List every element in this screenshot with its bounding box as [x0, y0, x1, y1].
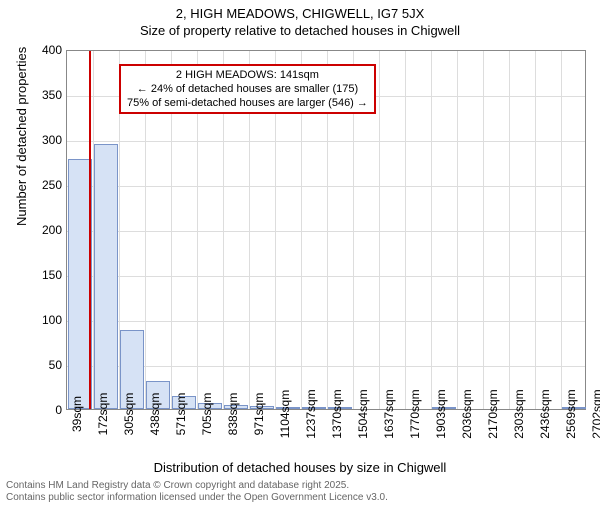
x-tick-label: 1237sqm — [304, 389, 318, 438]
x-tick-label: 39sqm — [70, 396, 84, 432]
x-tick-label: 1770sqm — [408, 389, 422, 438]
footer-text: Contains HM Land Registry data © Crown c… — [6, 480, 388, 504]
y-tick-label: 200 — [32, 223, 62, 237]
x-tick-label: 1370sqm — [330, 389, 344, 438]
annotation-line: 75% of semi-detached houses are larger (… — [127, 96, 368, 110]
y-tick-label: 250 — [32, 178, 62, 192]
x-tick-label: 1104sqm — [278, 390, 292, 438]
annotation-line: 2 HIGH MEADOWS: 141sqm — [127, 68, 368, 82]
x-axis-label: Distribution of detached houses by size … — [0, 460, 600, 475]
x-tick-label: 305sqm — [122, 393, 136, 436]
x-tick-label: 705sqm — [200, 393, 214, 436]
y-tick-label: 350 — [32, 88, 62, 102]
x-tick-label: 2303sqm — [512, 389, 526, 438]
chart-subtitle: Size of property relative to detached ho… — [0, 23, 600, 38]
y-tick-label: 150 — [32, 268, 62, 282]
y-tick-label: 400 — [32, 43, 62, 57]
y-tick-label: 0 — [32, 403, 62, 417]
x-tick-label: 1903sqm — [434, 389, 448, 438]
y-axis-label: Number of detached properties — [14, 47, 29, 226]
x-tick-label: 172sqm — [96, 393, 110, 436]
annotation-line: ← 24% of detached houses are smaller (17… — [127, 82, 368, 96]
chart-title: 2, HIGH MEADOWS, CHIGWELL, IG7 5JX — [0, 6, 600, 23]
x-tick-label: 2569sqm — [564, 389, 578, 438]
x-tick-label: 2036sqm — [460, 389, 474, 438]
footer-line2: Contains public sector information licen… — [6, 492, 388, 504]
x-tick-label: 1637sqm — [382, 389, 396, 438]
x-tick-label: 1504sqm — [356, 389, 370, 438]
x-tick-label: 971sqm — [252, 393, 266, 436]
x-tick-label: 2170sqm — [486, 389, 500, 438]
x-tick-label: 438sqm — [148, 393, 162, 436]
chart-plot-area: 2 HIGH MEADOWS: 141sqm← 24% of detached … — [66, 50, 586, 410]
x-tick-label: 2436sqm — [538, 389, 552, 438]
histogram-bar — [94, 144, 117, 409]
footer-line1: Contains HM Land Registry data © Crown c… — [6, 480, 388, 492]
property-marker-line — [89, 51, 91, 409]
y-tick-label: 100 — [32, 313, 62, 327]
annotation-box: 2 HIGH MEADOWS: 141sqm← 24% of detached … — [119, 64, 376, 115]
x-tick-label: 838sqm — [226, 393, 240, 436]
x-tick-label: 2702sqm — [590, 389, 600, 438]
y-tick-label: 300 — [32, 133, 62, 147]
x-tick-label: 571sqm — [174, 393, 188, 436]
y-tick-label: 50 — [32, 358, 62, 372]
